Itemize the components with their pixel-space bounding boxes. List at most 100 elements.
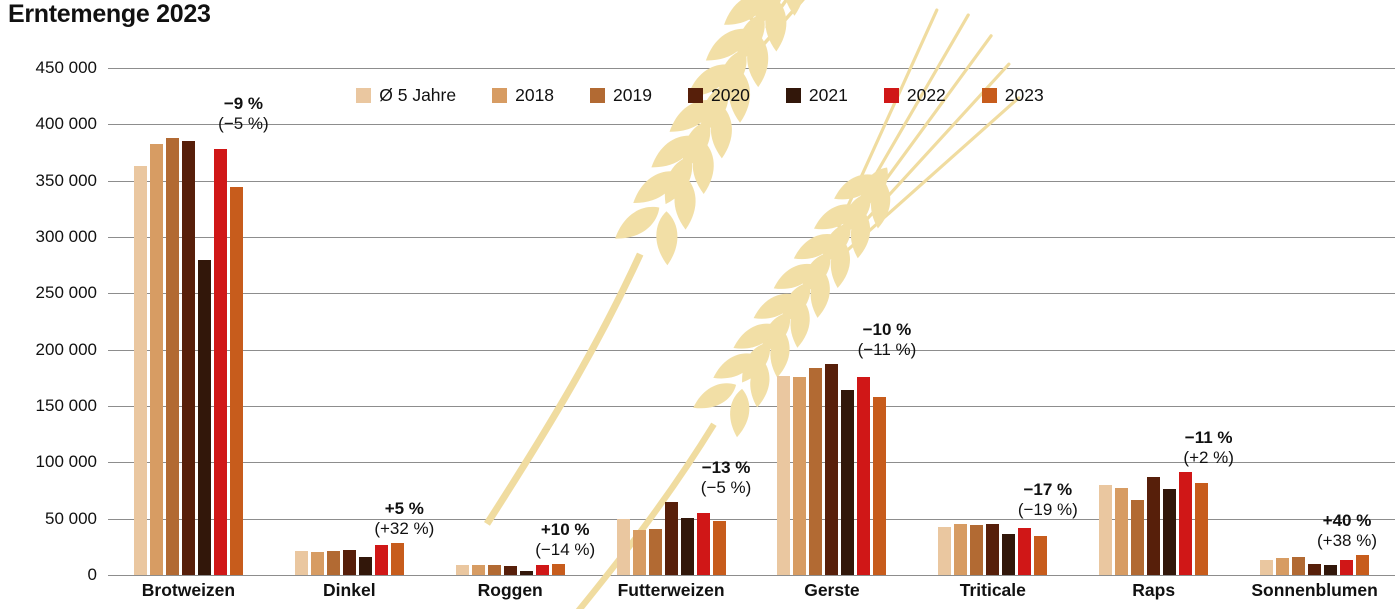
legend-label: 2019 (613, 85, 652, 105)
bar-ø-5-jahre-roggen (455, 564, 469, 575)
bar-2018-raps (1115, 488, 1129, 575)
legend-item-2023: 2023 (981, 85, 1044, 106)
bar-2021-dinkel (358, 556, 372, 575)
bar-2018-brotweizen (149, 143, 163, 575)
bar-2022-raps (1179, 472, 1193, 575)
y-tick-label: 150 000 (35, 396, 97, 415)
legend-swatch (785, 88, 801, 103)
y-tick-label: 200 000 (35, 339, 97, 359)
bar-2020-brotweizen (181, 141, 195, 575)
category-label-roggen: Roggen (477, 580, 543, 600)
bar-ø-5-jahre-brotweizen (133, 166, 147, 575)
legend-item-2019: 2019 (590, 85, 652, 106)
annotation-sub: (−5 %) (700, 477, 752, 497)
annotation-sub: (−14 %) (535, 539, 596, 559)
annotation-gerste: −10 % (−11 %) (858, 320, 917, 360)
annotations-layer: −9 % (−5 %) +5 % (+32 %) +10 % (−14 %) −13 % (−… (108, 68, 1395, 575)
legend-swatch (687, 88, 703, 103)
annotation-main: −13 % (701, 457, 751, 477)
bar-2022-dinkel (374, 544, 388, 575)
bar-2023-raps (1195, 482, 1209, 575)
legend-item-2022: 2022 (883, 85, 946, 106)
bar-2021-raps (1163, 489, 1177, 575)
legend-label: 2021 (808, 85, 848, 105)
annotation-brotweizen: −9 % (−5 %) (218, 94, 269, 134)
category-label-gerste: Gerste (804, 580, 860, 600)
annotation-sub: (+38 %) (1317, 530, 1377, 550)
legend-label: 2022 (906, 85, 946, 105)
annotation-main: +10 % (540, 519, 590, 539)
legend: Ø 5 Jahre 2018 2019 2020 2021 2022 2023 (0, 85, 1400, 106)
category-label-sonnenblumen: Sonnenblumen (1251, 580, 1378, 600)
bar-2018-dinkel (310, 552, 324, 575)
bar-2018-roggen (471, 564, 485, 575)
y-tick-label: 100 000 (35, 452, 97, 472)
annotation-sub: (+2 %) (1183, 448, 1234, 468)
legend-item-2018: 2018 (492, 85, 554, 106)
legend-item-2020: 2020 (687, 85, 750, 106)
y-tick-label: 350 000 (35, 170, 97, 190)
category-label-dinkel: Dinkel (323, 580, 376, 600)
annotation-futterweizen: −13 % (−5 %) (701, 458, 752, 498)
annotation-main: −11 % (1184, 428, 1233, 448)
legend-label: Ø 5 Jahre (379, 85, 457, 105)
gridline (108, 575, 1395, 576)
y-tick-label: 250 000 (35, 283, 97, 303)
bar-2019-raps (1131, 499, 1145, 575)
annotation-main: −9 % (223, 93, 264, 113)
y-tick-label: 400 000 (35, 114, 97, 134)
annotation-sonnenblumen: +40 % (+38 %) (1317, 511, 1377, 551)
y-tick-label: 0 (87, 565, 97, 584)
bar-2019-sonnenblumen (1292, 556, 1306, 575)
bar-2021-brotweizen (197, 259, 211, 575)
y-axis: 0 50 000 100 000 150 000 200 000 250 000 300 0… (0, 58, 97, 584)
bar-2023-dinkel (390, 543, 404, 575)
annotation-roggen: +10 % (−14 %) (535, 520, 595, 560)
legend-swatch (356, 88, 372, 103)
y-tick-label: 50 000 (45, 508, 97, 528)
annotation-sub: (−19 %) (1017, 500, 1078, 520)
annotation-main: −10 % (862, 320, 912, 340)
legend-label: 2023 (1004, 85, 1044, 105)
bar-2023-sonnenblumen (1356, 554, 1370, 575)
category-label-brotweizen: Brotweizen (141, 580, 236, 600)
annotation-raps: −11 % (+2 %) (1183, 428, 1234, 468)
legend-swatch (883, 88, 899, 103)
y-tick-label: 450 000 (35, 58, 97, 77)
category-axis: Brotweizen Dinkel Roggen Futterweizen Gerste… (108, 580, 1395, 606)
chart-title: Erntemenge 2023 (8, 0, 211, 28)
annotation-main: +40 % (1322, 510, 1372, 530)
bar-2023-brotweizen (229, 187, 243, 575)
bar-2019-dinkel (326, 551, 340, 575)
bar-2018-sonnenblumen (1276, 558, 1290, 575)
bar-2019-roggen (487, 564, 501, 575)
legend-swatch (590, 88, 606, 103)
bar-2021-sonnenblumen (1324, 564, 1338, 575)
annotation-main: −17 % (1023, 480, 1073, 500)
annotation-main: +5 % (384, 499, 424, 519)
bar-ø-5-jahre-dinkel (294, 551, 308, 575)
annotation-sub: (−5 %) (218, 113, 269, 133)
bar-2020-dinkel (342, 550, 356, 575)
legend-swatch (492, 88, 508, 103)
annotation-sub: (+32 %) (374, 519, 435, 539)
annotation-sub: (−11 %) (857, 340, 917, 360)
bar-2022-sonnenblumen (1340, 560, 1354, 575)
bar-2020-raps (1147, 476, 1161, 575)
bar-2022-brotweizen (213, 149, 227, 575)
category-label-futterweizen: Futterweizen (617, 580, 725, 600)
bar-ø-5-jahre-sonnenblumen (1260, 560, 1274, 575)
bar-2020-roggen (503, 566, 517, 575)
category-label-raps: Raps (1132, 580, 1176, 600)
legend-swatch (981, 88, 997, 103)
annotation-triticale: −17 % (−19 %) (1018, 480, 1078, 520)
bar-2019-brotweizen (165, 137, 179, 575)
legend-label: 2020 (710, 85, 750, 105)
legend-item-2021: 2021 (785, 85, 848, 106)
annotation-dinkel: +5 % (+32 %) (374, 499, 434, 539)
y-tick-label: 300 000 (35, 227, 97, 246)
category-label-triticale: Triticale (959, 580, 1026, 600)
bar-2020-sonnenblumen (1308, 563, 1322, 575)
bar-ø-5-jahre-raps (1099, 484, 1113, 575)
